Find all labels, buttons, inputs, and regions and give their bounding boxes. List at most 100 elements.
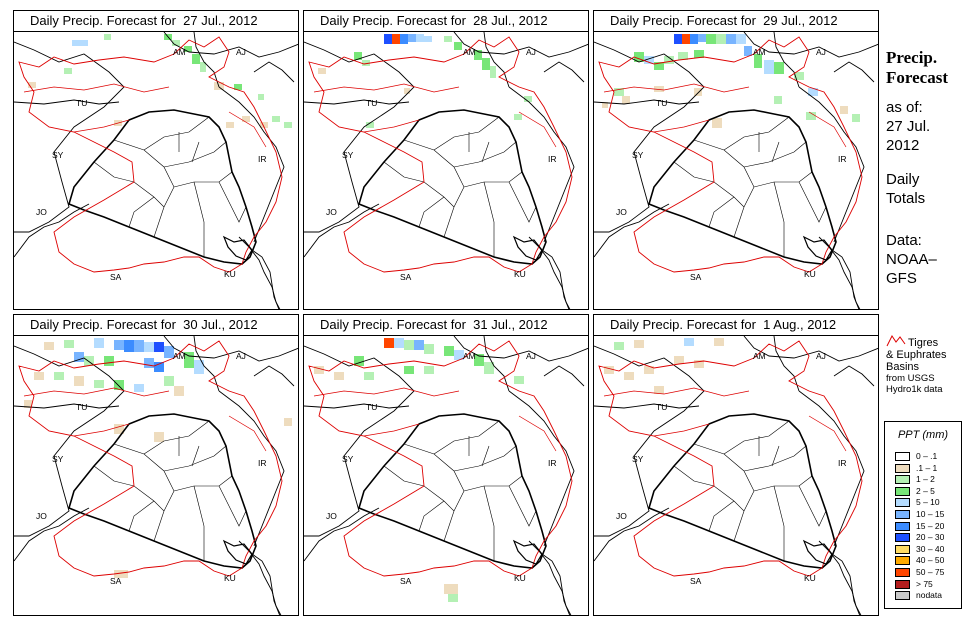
side-title: Precip. Forecast — [886, 48, 948, 88]
precip-cells — [602, 34, 860, 128]
forecast-map: AM AJ TU SY IR JO SA KU — [594, 32, 878, 309]
asof-label: as of: — [886, 99, 923, 116]
precip-cells — [604, 338, 724, 394]
forecast-map: AM AJ TU SY IR JO SA KU — [14, 336, 298, 615]
legend-title: PPT (mm) — [897, 429, 949, 441]
svg-text:JO: JO — [616, 511, 627, 521]
svg-text:JO: JO — [616, 207, 627, 217]
panel-title: Daily Precip. Forecast for 31 Jul., 2012 — [304, 315, 588, 336]
svg-text:SA: SA — [110, 576, 122, 586]
totals-line2: Totals — [886, 190, 926, 207]
svg-text:AJ: AJ — [526, 47, 536, 57]
legend-label: 0 – .1 — [916, 451, 938, 461]
legend-label: 15 – 20 — [916, 520, 945, 531]
legend-swatch — [895, 568, 910, 577]
forecast-map: AM AJ TU SY IR JO SA KU — [304, 336, 588, 615]
basin-note: Tigres & Euphrates Basins from USGS Hydr… — [886, 337, 966, 395]
forecast-panel-6: Daily Precip. Forecast for 1 Aug., 2012 … — [593, 314, 879, 616]
legend-label: nodata — [916, 590, 942, 601]
country-labels: AM AJ TU SY IR JO SA KU — [326, 47, 557, 282]
asof-block: as of: 27 Jul. 2012 — [886, 98, 930, 155]
legend-swatch — [895, 556, 910, 566]
legend-swatch — [895, 486, 910, 496]
asof-date-line2: 2012 — [886, 137, 920, 154]
svg-text:SA: SA — [690, 576, 702, 586]
svg-text:SY: SY — [342, 150, 354, 160]
svg-text:KU: KU — [514, 573, 526, 583]
svg-text:AJ: AJ — [816, 47, 826, 57]
panel-title: Daily Precip. Forecast for 1 Aug., 2012 — [594, 315, 878, 336]
svg-text:KU: KU — [804, 573, 816, 583]
svg-text:TU: TU — [656, 98, 667, 108]
country-labels: AM AJ TU SY IR JO SA KU — [616, 47, 847, 282]
basin-note-line2: & Euphrates — [886, 349, 947, 361]
legend-swatch — [895, 544, 910, 554]
label-sa: SA — [110, 272, 122, 282]
legend-swatch — [895, 591, 910, 601]
basin-note-line5: Hydro1k data — [886, 384, 943, 395]
svg-text:IR: IR — [548, 458, 557, 468]
legend-label: > 75 — [916, 578, 933, 589]
country-labels: AM AJ TU SY IR JO SA KU — [326, 351, 557, 586]
svg-text:SY: SY — [342, 454, 354, 464]
legend-label: .1 – 1 — [916, 462, 938, 473]
legend-label: 50 – 75 — [916, 567, 945, 577]
data-source-block: Data: NOAA– GFS — [886, 231, 937, 288]
forecast-panel-1: Daily Precip. Forecast for 27 Jul., 2012… — [13, 10, 299, 310]
panel-title: Daily Precip. Forecast for 27 Jul., 2012 — [14, 11, 298, 32]
asof-date-line1: 27 Jul. — [886, 118, 931, 135]
svg-text:AM: AM — [753, 351, 766, 361]
basin-note-line3: Basins — [886, 361, 920, 373]
svg-text:AJ: AJ — [816, 351, 826, 361]
forecast-panel-4: Daily Precip. Forecast for 30 Jul., 2012… — [13, 314, 299, 616]
forecast-panel-2: Daily Precip. Forecast for 28 Jul., 2012… — [303, 10, 589, 310]
data-line1: Data: — [886, 232, 922, 249]
svg-text:TU: TU — [656, 402, 667, 412]
totals-line1: Daily — [886, 171, 920, 188]
legend-label: 2 – 5 — [916, 485, 935, 496]
label-am: AM — [173, 47, 186, 57]
svg-text:JO: JO — [326, 207, 337, 217]
data-line2: NOAA– — [886, 251, 937, 268]
legend-swatch — [895, 452, 910, 461]
precip-cells — [28, 34, 292, 128]
panel-title: Daily Precip. Forecast for 30 Jul., 2012 — [14, 315, 298, 336]
side-title-line2: Forecast — [886, 68, 948, 87]
basin-note-line1: Tigres — [908, 337, 939, 349]
svg-text:IR: IR — [258, 458, 267, 468]
label-ir: IR — [258, 154, 267, 164]
legend-label: 1 – 2 — [916, 474, 935, 485]
side-title-line1: Precip. — [886, 48, 938, 67]
legend-swatch — [895, 533, 910, 543]
svg-text:KU: KU — [804, 269, 816, 279]
svg-text:SY: SY — [632, 454, 644, 464]
basin-note-line4: from USGS — [886, 373, 935, 384]
forecast-map: AM AJ TU SY IR JO SA KU — [594, 336, 878, 615]
precip-cells — [318, 34, 532, 128]
svg-text:TU: TU — [76, 402, 87, 412]
data-line3: GFS — [886, 270, 917, 287]
svg-text:AM: AM — [173, 351, 186, 361]
svg-text:AM: AM — [463, 47, 476, 57]
svg-text:AM: AM — [463, 351, 476, 361]
label-tu: TU — [76, 98, 87, 108]
label-ku: KU — [224, 269, 236, 279]
precip-cells — [24, 338, 292, 578]
svg-text:KU: KU — [224, 573, 236, 583]
svg-text:IR: IR — [548, 154, 557, 164]
legend-swatch — [895, 498, 910, 508]
svg-text:AJ: AJ — [526, 351, 536, 361]
svg-text:SA: SA — [400, 272, 412, 282]
forecast-map: AM AJ TU SY IR JO SA KU — [14, 32, 298, 309]
svg-text:SA: SA — [690, 272, 702, 282]
svg-text:AJ: AJ — [236, 351, 246, 361]
svg-text:JO: JO — [36, 511, 47, 521]
svg-text:JO: JO — [326, 511, 337, 521]
legend-swatch — [895, 579, 910, 589]
country-labels: AM AJ TU SY IR JO SA KU — [616, 351, 847, 586]
forecast-map: AM AJ TU SY IR JO SA KU — [304, 32, 588, 309]
country-labels: AM AJ TU SY IR JO SA KU — [36, 351, 267, 586]
legend-label: 5 – 10 — [916, 497, 940, 508]
legend-swatch — [895, 510, 910, 519]
